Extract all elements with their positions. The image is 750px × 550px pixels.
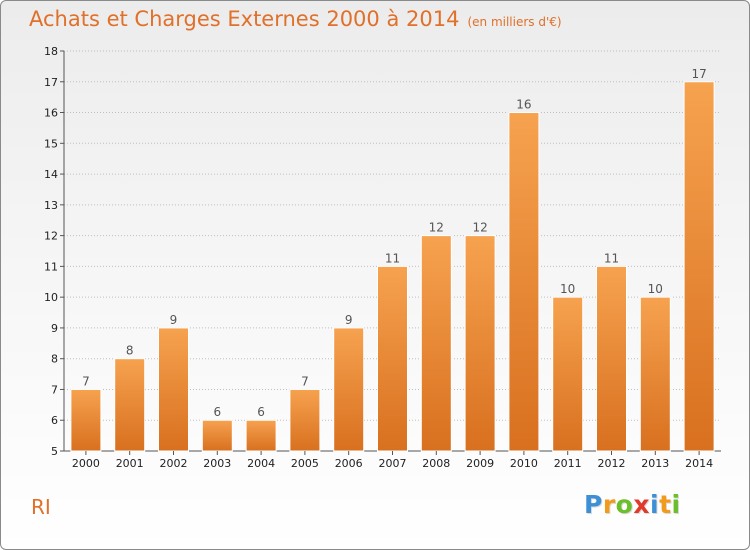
chart-title: Achats et Charges Externes 2000 à 2014 (e… <box>29 7 562 31</box>
bar-value-label: 12 <box>472 221 487 235</box>
bar <box>70 388 102 452</box>
bar <box>420 235 452 452</box>
bar-value-label: 17 <box>691 67 706 81</box>
x-tick-label: 2005 <box>291 457 319 470</box>
bar-value-label: 6 <box>257 405 265 419</box>
bar-value-label: 11 <box>604 251 619 265</box>
bar-value-label: 11 <box>385 251 400 265</box>
bar-value-label: 8 <box>126 344 134 358</box>
bar <box>464 235 496 452</box>
bar <box>508 112 540 452</box>
x-tick-label: 2003 <box>203 457 231 470</box>
bar <box>596 265 627 452</box>
bar <box>289 388 321 452</box>
y-tick-label: 5 <box>51 445 58 458</box>
bar-value-label: 10 <box>560 282 575 296</box>
y-tick-label: 18 <box>44 45 58 58</box>
bar-value-label: 7 <box>301 374 309 388</box>
bar-value-label: 6 <box>213 405 221 419</box>
bar <box>683 81 715 452</box>
bar <box>377 265 408 452</box>
logo-letter: P <box>584 490 603 519</box>
y-tick-label: 13 <box>44 199 58 212</box>
x-tick-label: 2010 <box>510 457 538 470</box>
bar-value-label: 16 <box>516 98 531 112</box>
x-tick-label: 2014 <box>685 457 713 470</box>
x-tick-label: 2000 <box>72 457 100 470</box>
x-tick-label: 2002 <box>160 457 188 470</box>
logo-letter: i <box>671 490 681 519</box>
y-tick-label: 15 <box>44 137 58 150</box>
x-tick-label: 2008 <box>422 457 450 470</box>
chart-title-unit: (en milliers d'€) <box>467 15 562 29</box>
x-tick-label: 2001 <box>116 457 144 470</box>
y-tick-label: 6 <box>51 414 58 427</box>
bar-value-label: 7 <box>82 374 90 388</box>
y-tick-label: 11 <box>44 260 58 273</box>
bar <box>201 419 233 452</box>
logo-letter: x <box>633 490 650 519</box>
x-tick-label: 2012 <box>598 457 626 470</box>
bar <box>245 419 277 452</box>
logo-letter: o <box>615 490 634 519</box>
x-tick-label: 2009 <box>466 457 494 470</box>
y-tick-label: 14 <box>44 168 58 181</box>
commune-label: RI <box>31 495 51 519</box>
bar <box>158 327 189 452</box>
bar-value-label: 9 <box>170 313 178 327</box>
proxiti-logo: Proxiti <box>584 490 681 519</box>
chart-title-main: Achats et Charges Externes 2000 à 2014 <box>29 7 460 31</box>
bar <box>639 296 671 452</box>
y-tick-label: 8 <box>51 353 58 366</box>
logo-letter: r <box>602 490 616 519</box>
y-tick-label: 17 <box>44 76 58 89</box>
y-tick-label: 7 <box>51 383 58 396</box>
logo-letter: t <box>659 490 672 519</box>
y-tick-label: 9 <box>51 322 58 335</box>
bar-value-label: 12 <box>429 221 444 235</box>
x-tick-label: 2011 <box>554 457 582 470</box>
bar <box>114 358 146 452</box>
x-tick-label: 2006 <box>335 457 363 470</box>
bar <box>552 296 584 452</box>
bar-value-label: 9 <box>345 313 353 327</box>
x-tick-label: 2007 <box>379 457 407 470</box>
y-tick-label: 12 <box>44 230 58 243</box>
logo-letter: i <box>650 490 660 519</box>
bar <box>333 327 365 452</box>
y-tick-label: 16 <box>44 107 58 120</box>
x-tick-label: 2013 <box>641 457 669 470</box>
y-tick-label: 10 <box>44 291 58 304</box>
bar-value-label: 10 <box>648 282 663 296</box>
x-tick-label: 2004 <box>247 457 275 470</box>
